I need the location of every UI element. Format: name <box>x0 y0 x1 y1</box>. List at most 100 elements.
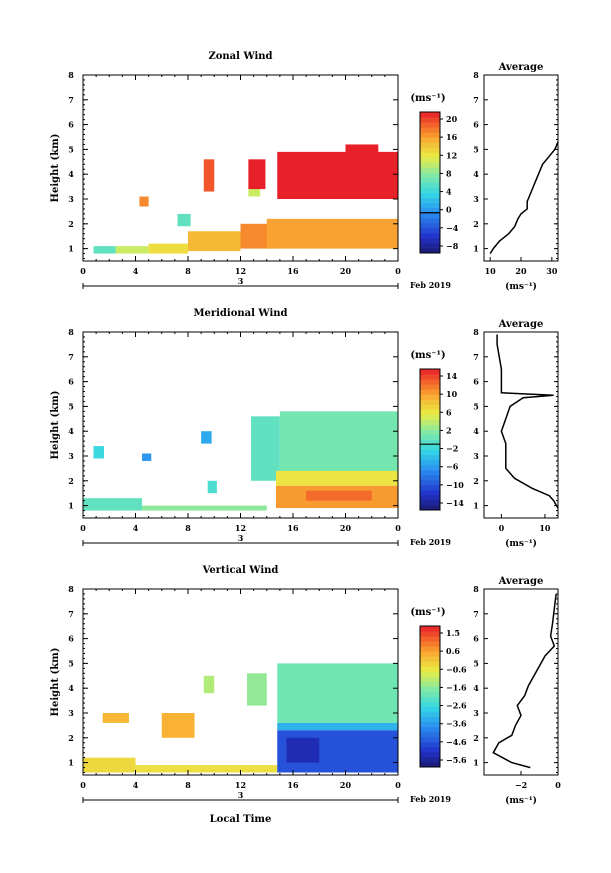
colorbar-cell <box>420 172 440 178</box>
average-x-tick-label: 30 <box>546 266 558 276</box>
colorbar-cell <box>420 696 440 703</box>
heatmap-cell <box>275 470 398 486</box>
y-tick-label: 1 <box>68 501 74 511</box>
heatmap-cell <box>83 757 136 773</box>
y-tick-label: 3 <box>68 451 74 461</box>
x-tick-label: 4 <box>133 266 139 276</box>
colorbar-cell <box>420 424 440 430</box>
colorbar-tick-label: 2 <box>446 425 452 435</box>
colorbar-tick-label: 14 <box>446 371 458 381</box>
colorbar-cell <box>420 369 440 375</box>
colorbar-cell <box>420 122 440 128</box>
x-tick-label: 16 <box>287 780 299 790</box>
colorbar-cell <box>420 676 440 682</box>
average-profile-line <box>489 141 559 254</box>
y-tick-label: 4 <box>68 426 74 436</box>
colorbar-cell <box>420 626 440 632</box>
date-label: Feb 2019 <box>410 280 451 290</box>
colorbar-cell <box>420 444 440 451</box>
heatmap-cell <box>93 446 104 459</box>
heatmap-layer <box>83 112 440 773</box>
colorbar-cell <box>420 182 440 189</box>
colorbar-cell <box>420 701 440 708</box>
heatmap-cell <box>188 231 241 252</box>
colorbar-cell <box>420 751 440 758</box>
average-frame <box>483 588 559 776</box>
heatmap-cell <box>102 713 129 723</box>
colorbar-cell <box>420 132 440 138</box>
panel-title: Vertical Wind <box>202 565 279 576</box>
heatmap-cell <box>279 411 398 476</box>
colorbar-cell <box>420 736 440 743</box>
colorbar-cell <box>420 127 440 133</box>
y-tick-label: 8 <box>68 584 74 594</box>
colorbar-cell <box>420 242 440 249</box>
y-tick-label: 5 <box>473 401 479 411</box>
y-tick-label: 4 <box>68 169 74 179</box>
average-profile-line <box>492 593 557 769</box>
colorbar-cell <box>420 237 440 244</box>
colorbar-cell <box>420 666 440 672</box>
colorbar-unit: (ms⁻¹) <box>410 93 445 104</box>
colorbar-cell <box>420 429 440 435</box>
colorbar-cell <box>420 469 440 476</box>
y-tick-label: 3 <box>68 708 74 718</box>
x-tick-label: 8 <box>185 780 191 790</box>
colorbar-cell <box>420 636 440 642</box>
y-axis-label: Height (km) <box>50 648 61 717</box>
average-title: Average <box>498 62 544 73</box>
colorbar-cell <box>420 147 440 153</box>
y-tick-label: 1 <box>473 758 479 768</box>
colorbar-tick-label: −6 <box>446 462 459 472</box>
colorbar-cell <box>420 504 440 511</box>
y-tick-label: 4 <box>473 426 479 436</box>
y-tick-label: 4 <box>473 169 479 179</box>
heatmap-cell <box>248 159 266 190</box>
colorbar-cell <box>420 187 440 194</box>
heatmap-cell <box>177 213 191 227</box>
colorbar-tick-label: −5.6 <box>446 755 467 765</box>
colorbar-tick-label: 1.5 <box>446 628 460 638</box>
x-tick-label: 20 <box>340 780 352 790</box>
y-tick-label: 7 <box>68 95 74 105</box>
x-tick-label: 8 <box>185 523 191 533</box>
colorbar-cell <box>420 631 440 637</box>
colorbar-cell <box>420 217 440 224</box>
y-tick-label: 5 <box>473 658 479 668</box>
x-tick-label: 12 <box>235 523 246 533</box>
heatmap-cell <box>203 675 215 694</box>
average-unit: (ms⁻¹) <box>505 281 537 292</box>
y-tick-label: 8 <box>473 327 479 337</box>
y-tick-label: 8 <box>473 70 479 80</box>
x-tick-label: 12 <box>235 780 246 790</box>
x-tick-label: 20 <box>340 266 352 276</box>
colorbar-tick-label: 0.6 <box>446 646 460 656</box>
colorbar-cell <box>420 157 440 163</box>
colorbar-cell <box>420 202 440 209</box>
colorbar-cell <box>420 741 440 748</box>
colorbar-cell <box>420 479 440 486</box>
y-tick-label: 5 <box>68 144 74 154</box>
y-tick-label: 3 <box>473 708 479 718</box>
colorbar-tick-label: −1.6 <box>446 682 467 692</box>
heatmap-cell <box>115 246 149 254</box>
y-tick-label: 1 <box>473 244 479 254</box>
colorbar-cell <box>420 379 440 385</box>
y-tick-label: 7 <box>68 352 74 362</box>
heatmap-cell <box>93 246 116 254</box>
y-tick-label: 5 <box>68 401 74 411</box>
colorbar-cell <box>420 112 440 118</box>
x-tick-label: 0 <box>80 780 86 790</box>
colorbar-cell <box>420 731 440 738</box>
x-tick-label: 16 <box>287 266 299 276</box>
colorbar-cell <box>420 232 440 239</box>
colorbar-cell <box>420 646 440 652</box>
colorbar-cell <box>420 641 440 647</box>
average-unit: (ms⁻¹) <box>505 795 537 806</box>
y-tick-label: 5 <box>473 144 479 154</box>
colorbar-cell <box>420 409 440 415</box>
colorbar-cell <box>420 726 440 733</box>
colorbar-cell <box>420 142 440 148</box>
colorbar-cell <box>420 454 440 461</box>
